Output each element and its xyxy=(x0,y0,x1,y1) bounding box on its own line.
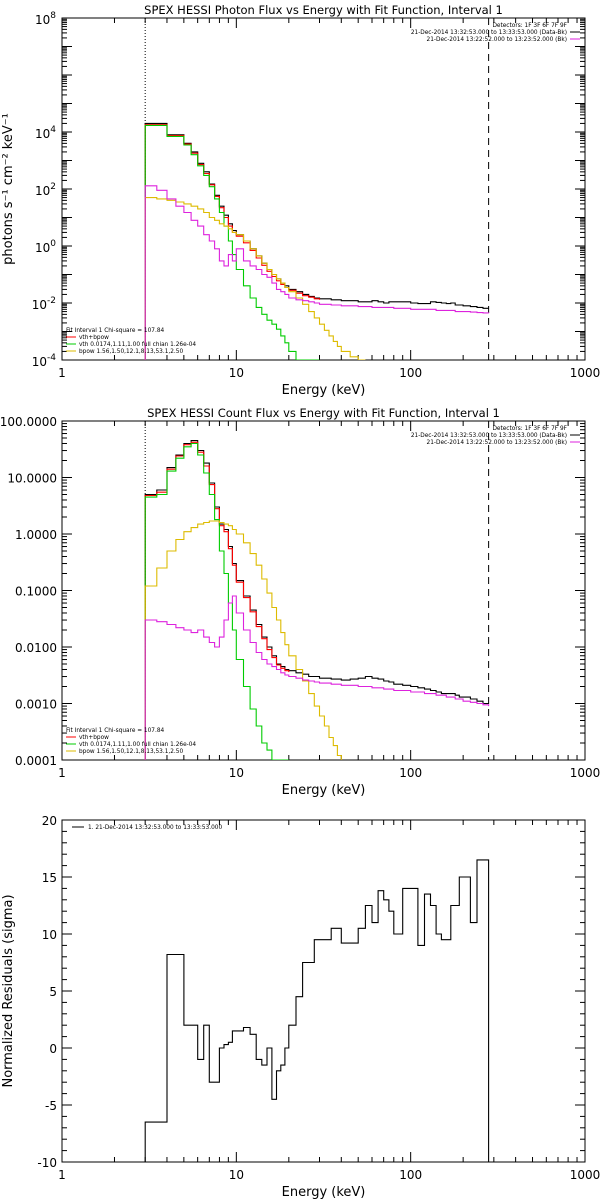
x-axis-label: Energy (keV) xyxy=(282,1185,366,1200)
y-tick-label: 102 xyxy=(35,182,56,198)
y-tick-label: 0.1000 xyxy=(15,585,57,599)
legend-entry: bpow 1.56,1.50,12.1,8.13,53.1,2.50 xyxy=(79,349,183,355)
x-tick-label: 1 xyxy=(58,1168,66,1182)
y-tick-label: 108 xyxy=(35,11,56,27)
legend-entry: vth 0.0174,1.11,1.00 full chian 1.26e-04 xyxy=(79,742,196,748)
series-line-4 xyxy=(144,197,366,360)
legend-entry: 21-Dec-2014 13:32:53.000 to 13:33:53.000… xyxy=(411,30,567,36)
x-axis-label: Energy (keV) xyxy=(282,383,366,398)
legend-entry: vth 0.0174,1.11,1.00 full chian 1.26e-04 xyxy=(79,342,196,348)
y-tick-label: -10 xyxy=(37,1156,57,1170)
legend-entry: vth+bpow xyxy=(79,335,109,341)
legend-entry: 1. 21-Dec-2014 13:32:53.000 to 13:33:53.… xyxy=(88,825,222,831)
x-tick-label: 100 xyxy=(399,366,422,380)
y-tick-label: 0.0001 xyxy=(15,754,57,768)
series-group xyxy=(144,440,490,760)
chart-title: SPEX HESSI Count Flux vs Energy with Fit… xyxy=(147,406,500,420)
x-tick-label: 1000 xyxy=(570,766,600,780)
plot-frame xyxy=(61,17,586,361)
series-line-3 xyxy=(144,442,289,760)
y-axis-label: photons s⁻¹ cm⁻² keV⁻¹ xyxy=(1,113,16,265)
x-tick-label: 100 xyxy=(399,766,422,780)
legend-entry: 21-Dec-2014 13:22:52.000 to 13:23:52.000… xyxy=(427,440,567,446)
legend-entry: Detectors: 1F 3F 6F 7F 9F xyxy=(492,426,567,432)
x-tick-label: 1 xyxy=(58,366,66,380)
x-tick-label: 10 xyxy=(229,766,244,780)
x-axis-label: Energy (keV) xyxy=(282,783,366,798)
y-tick-label: 104 xyxy=(35,125,56,141)
legend-entry: 21-Dec-2014 13:22:52.000 to 13:23:52.000… xyxy=(427,37,567,43)
y-tick-label: 0.0100 xyxy=(15,641,57,655)
y-tick-label: 5 xyxy=(49,985,57,999)
y-tick-label: 1.0000 xyxy=(15,528,57,542)
series-line-1 xyxy=(144,440,489,760)
legend-entry: 21-Dec-2014 13:32:53.000 to 13:33:53.000… xyxy=(411,433,567,439)
series-line-3 xyxy=(144,124,320,360)
x-tick-label: 10 xyxy=(229,1168,244,1182)
chart-panel-1: SPEX HESSI Photon Flux vs Energy with Fi… xyxy=(1,3,600,398)
x-tick-label: 1000 xyxy=(570,366,600,380)
chart-panel-2: SPEX HESSI Count Flux vs Energy with Fit… xyxy=(0,406,600,798)
plot-frame xyxy=(61,819,586,1163)
series-line-1 xyxy=(144,859,490,1162)
x-tick-label: 10 xyxy=(229,366,244,380)
y-tick-label: 10-2 xyxy=(32,296,56,312)
legend-entry: bpow 1.56,1.50,12.1,8.13,53.1,2.50 xyxy=(79,749,183,755)
y-tick-label: 20 xyxy=(42,814,57,828)
legend-entry: vth+bpow xyxy=(79,735,109,741)
x-tick-label: 100 xyxy=(399,1168,422,1182)
x-tick-label: 1 xyxy=(58,766,66,780)
y-tick-label: -5 xyxy=(45,1099,57,1113)
series-line-5 xyxy=(144,595,490,760)
y-tick-label: 100.0000 xyxy=(0,415,57,429)
series-group xyxy=(144,859,490,1162)
legend-entry: Fit Interval 1 Chi-square = 107.84 xyxy=(66,328,165,334)
y-tick-label: 100 xyxy=(35,239,56,255)
legend-entry: Detectors: 1F 3F 6F 7F 9F xyxy=(492,23,567,29)
y-tick-label: 0 xyxy=(49,1042,57,1056)
series-line-5 xyxy=(144,185,490,360)
y-tick-label: 0.0010 xyxy=(15,698,57,712)
y-tick-label: 15 xyxy=(42,871,57,885)
plot-frame xyxy=(61,420,586,761)
series-line-4 xyxy=(144,520,342,760)
series-group xyxy=(144,122,490,360)
legend-entry: Fit Interval 1 Chi-square = 107.84 xyxy=(66,728,165,734)
y-tick-label: 10.0000 xyxy=(7,472,57,486)
x-tick-label: 1000 xyxy=(570,1168,600,1182)
series-line-1 xyxy=(144,122,489,360)
y-tick-label: 10-4 xyxy=(32,353,57,369)
chart-panel-3: 1 10 100 1000 Energy (keV) -10 -5 0 5 10 15 20 Norma… xyxy=(1,814,600,1200)
chart-title: SPEX HESSI Photon Flux vs Energy with Fi… xyxy=(144,3,503,17)
y-tick-label: 10 xyxy=(42,928,57,942)
y-axis-label: Normalized Residuals (sigma) xyxy=(1,894,16,1087)
